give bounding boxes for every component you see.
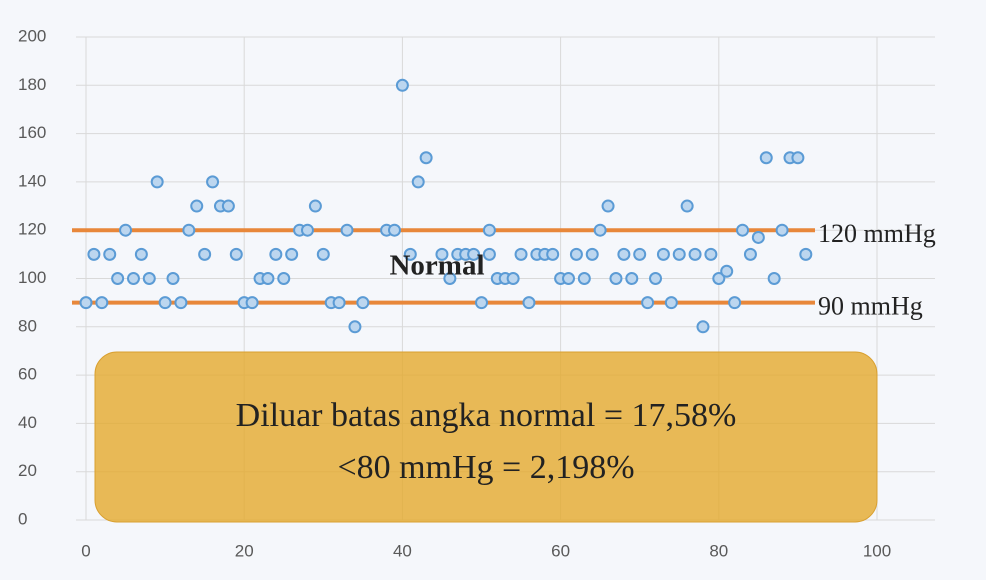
y-tick-label: 120 xyxy=(18,220,46,239)
y-tick-label: 160 xyxy=(18,123,46,142)
data-point xyxy=(516,249,527,260)
data-point xyxy=(508,273,519,284)
data-point xyxy=(152,176,163,187)
data-point xyxy=(357,297,368,308)
data-point xyxy=(231,249,242,260)
data-point xyxy=(302,225,313,236)
x-tick-label: 60 xyxy=(551,541,570,560)
data-point xyxy=(690,249,701,260)
data-point xyxy=(705,249,716,260)
data-point xyxy=(571,249,582,260)
data-point xyxy=(729,297,740,308)
data-point xyxy=(476,297,487,308)
data-point xyxy=(674,249,685,260)
x-tick-label: 40 xyxy=(393,541,412,560)
data-point xyxy=(112,273,123,284)
data-point xyxy=(128,273,139,284)
chart: 0 20 40 60 80 100 120 140 160 180 200 0 20 40 60 80 100 1… xyxy=(0,0,986,580)
data-point xyxy=(397,80,408,91)
data-point xyxy=(191,201,202,212)
data-point xyxy=(587,249,598,260)
data-point xyxy=(697,321,708,332)
data-point xyxy=(642,297,653,308)
data-point xyxy=(334,297,345,308)
data-point xyxy=(595,225,606,236)
data-point xyxy=(278,273,289,284)
data-point xyxy=(136,249,147,260)
data-point xyxy=(168,273,179,284)
data-point xyxy=(96,297,107,308)
data-point xyxy=(81,297,92,308)
data-point xyxy=(120,225,131,236)
y-tick-label: 80 xyxy=(18,316,37,335)
x-tick-label: 20 xyxy=(235,541,254,560)
data-point xyxy=(88,249,99,260)
data-point xyxy=(104,249,115,260)
data-point xyxy=(342,225,353,236)
range-label: Normal xyxy=(389,250,484,282)
data-point xyxy=(547,249,558,260)
reference-label: 120 mmHg xyxy=(818,219,936,248)
data-point xyxy=(183,225,194,236)
data-point xyxy=(160,297,171,308)
data-point xyxy=(262,273,273,284)
data-point xyxy=(800,249,811,260)
data-point xyxy=(603,201,614,212)
note-text: Diluar batas angka normal = 17,58% xyxy=(236,397,737,434)
data-point xyxy=(389,225,400,236)
note-box xyxy=(95,352,877,522)
data-point xyxy=(223,201,234,212)
x-tick-label: 100 xyxy=(863,541,891,560)
data-point xyxy=(666,297,677,308)
data-point xyxy=(318,249,329,260)
x-tick-label: 0 xyxy=(81,541,90,560)
y-tick-label: 100 xyxy=(18,268,46,287)
y-tick-label: 180 xyxy=(18,75,46,94)
data-point xyxy=(247,297,258,308)
data-point xyxy=(563,273,574,284)
y-tick-label: 140 xyxy=(18,171,46,190)
data-point xyxy=(523,297,534,308)
data-point xyxy=(144,273,155,284)
data-point xyxy=(484,249,495,260)
data-point xyxy=(349,321,360,332)
data-point xyxy=(175,297,186,308)
note-text: <80 mmHg = 2,198% xyxy=(337,449,634,486)
y-tick-label: 40 xyxy=(18,413,37,432)
data-point xyxy=(286,249,297,260)
data-point xyxy=(682,201,693,212)
data-point xyxy=(610,273,621,284)
y-tick-label: 20 xyxy=(18,461,37,480)
data-point xyxy=(650,273,661,284)
x-tick-label: 80 xyxy=(709,541,728,560)
data-point xyxy=(199,249,210,260)
data-point xyxy=(310,201,321,212)
data-point xyxy=(626,273,637,284)
data-point xyxy=(777,225,788,236)
y-tick-label: 200 xyxy=(18,26,46,45)
data-point xyxy=(721,266,732,277)
y-tick-label: 0 xyxy=(18,509,27,528)
reference-label: 90 mmHg xyxy=(818,292,923,321)
y-tick-label: 60 xyxy=(18,365,37,384)
data-point xyxy=(761,152,772,163)
data-point xyxy=(579,273,590,284)
data-point xyxy=(769,273,780,284)
data-point xyxy=(484,225,495,236)
data-point xyxy=(792,152,803,163)
data-point xyxy=(753,232,764,243)
data-point xyxy=(658,249,669,260)
data-point xyxy=(737,225,748,236)
data-point xyxy=(618,249,629,260)
data-point xyxy=(745,249,756,260)
data-point xyxy=(413,176,424,187)
data-point xyxy=(270,249,281,260)
data-point xyxy=(634,249,645,260)
data-point xyxy=(207,176,218,187)
data-point xyxy=(421,152,432,163)
